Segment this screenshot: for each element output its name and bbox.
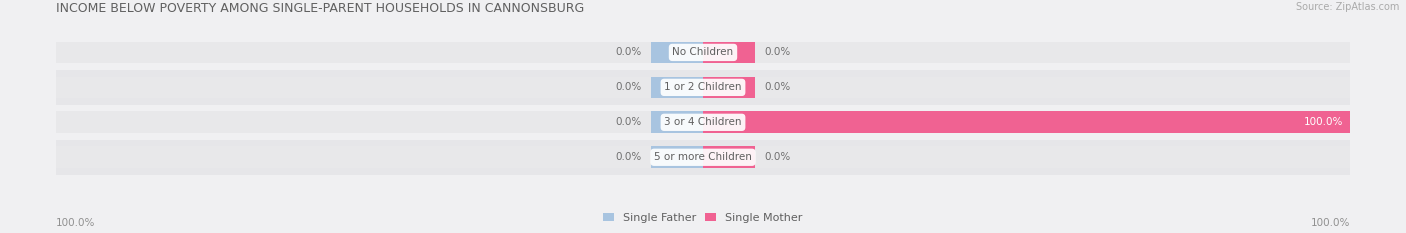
Bar (56, 112, 1350, 133)
Bar (651, 41, 703, 63)
Bar (703, 112, 1350, 133)
Text: 0.0%: 0.0% (616, 117, 641, 127)
Bar (56, 76, 1350, 98)
Bar (651, 147, 703, 168)
Text: No Children: No Children (672, 48, 734, 57)
Text: Source: ZipAtlas.com: Source: ZipAtlas.com (1295, 2, 1399, 12)
Bar (56, 70, 1350, 105)
Bar (703, 76, 755, 98)
Text: 0.0%: 0.0% (616, 82, 641, 92)
Text: 1 or 2 Children: 1 or 2 Children (664, 82, 742, 92)
Bar (651, 112, 703, 133)
Bar (703, 41, 755, 63)
Text: 0.0%: 0.0% (616, 152, 641, 162)
Text: 100.0%: 100.0% (1303, 117, 1343, 127)
Bar (56, 35, 1350, 70)
Legend: Single Father, Single Mother: Single Father, Single Mother (599, 209, 807, 227)
Text: 0.0%: 0.0% (765, 48, 790, 57)
Text: 0.0%: 0.0% (616, 48, 641, 57)
Bar (56, 140, 1350, 175)
Bar (703, 147, 755, 168)
Text: 100.0%: 100.0% (1310, 218, 1350, 228)
Bar (651, 76, 703, 98)
Text: 5 or more Children: 5 or more Children (654, 152, 752, 162)
Bar (56, 105, 1350, 140)
Text: 3 or 4 Children: 3 or 4 Children (664, 117, 742, 127)
Bar (56, 41, 1350, 63)
Text: 0.0%: 0.0% (765, 82, 790, 92)
Text: INCOME BELOW POVERTY AMONG SINGLE-PARENT HOUSEHOLDS IN CANNONSBURG: INCOME BELOW POVERTY AMONG SINGLE-PARENT… (56, 2, 585, 15)
Bar (56, 147, 1350, 168)
Text: 0.0%: 0.0% (765, 152, 790, 162)
Text: 100.0%: 100.0% (56, 218, 96, 228)
